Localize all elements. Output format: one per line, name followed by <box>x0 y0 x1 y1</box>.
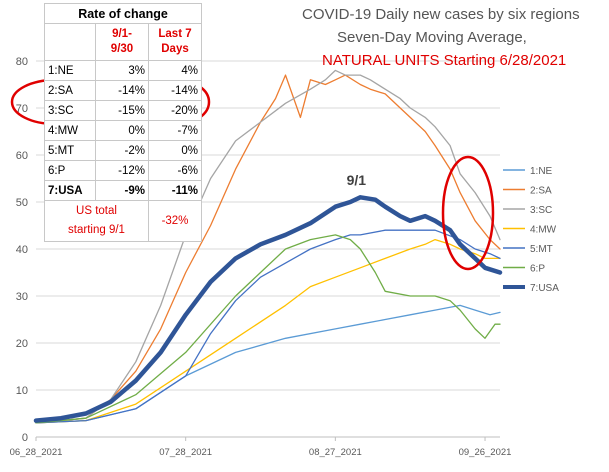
legend-label: 1:NE <box>530 166 553 177</box>
series-line-2sa <box>35 74 501 424</box>
series-line-7usa <box>33 195 503 423</box>
annotation-9-1: 9/1 <box>347 172 367 188</box>
row-label: 7:USA <box>44 180 96 201</box>
legend-label: 4:MW <box>530 225 557 236</box>
us-total-value: -32% <box>148 200 202 242</box>
rate-of-change-table: Rate of change 9/1- 9/30 Last 7 Days 1:NE 3% 4%… <box>44 3 202 242</box>
legend-label: 7:USA <box>530 283 559 294</box>
value-9-1-9-30: -9% <box>95 180 149 201</box>
col-header-last-7-days: Last 7 Days <box>148 23 202 61</box>
y-tick-label: 10 <box>16 385 28 397</box>
table-row: 4:MW 0% -7% <box>44 120 202 141</box>
legend-label: 2:SA <box>530 186 552 197</box>
chart-subtitle: Seven-Day Moving Average, <box>337 29 527 46</box>
table-row: 2:SA -14% -14% <box>44 80 202 101</box>
chart-title: COVID-19 Daily new cases by six regions <box>302 6 580 23</box>
value-last-7-days: -11% <box>148 180 202 201</box>
y-tick-label: 50 <box>16 197 28 209</box>
x-tick-label: 06_28_2021 <box>10 447 63 458</box>
series-lines <box>33 69 503 424</box>
value-last-7-days: 4% <box>148 60 202 81</box>
table-row: 6:P -12% -6% <box>44 160 202 181</box>
table-row: 7:USA -9% -11% <box>44 180 202 201</box>
value-9-1-9-30: 3% <box>95 60 149 81</box>
us-total-note: US total starting 9/1 <box>44 200 149 242</box>
y-tick-label: 40 <box>16 244 28 256</box>
value-last-7-days: -6% <box>148 160 202 181</box>
series-line-5mt <box>35 229 501 424</box>
table-row: 5:MT -2% 0% <box>44 140 202 161</box>
y-tick-label: 0 <box>22 432 28 444</box>
y-tick-label: 20 <box>16 338 28 350</box>
row-label: 4:MW <box>44 120 96 141</box>
series-line-6p <box>35 234 501 424</box>
y-tick-label: 80 <box>16 56 28 68</box>
legend: 1:NE 2:SA 3:SC 4:MW 5:MT 6:P 7:USA <box>503 166 559 294</box>
x-tick-label: 09_26_2021 <box>459 447 512 458</box>
value-9-1-9-30: -15% <box>95 100 149 121</box>
series-line-4mw <box>35 238 501 424</box>
legend-label: 5:MT <box>530 244 553 255</box>
value-9-1-9-30: -2% <box>95 140 149 161</box>
row-label: 2:SA <box>44 80 96 101</box>
series-line-3sc <box>35 69 501 424</box>
table-row: 1:NE 3% 4% <box>44 60 202 81</box>
row-label: 1:NE <box>44 60 96 81</box>
x-tick-label: 07_28_2021 <box>159 447 212 458</box>
x-axis: 06_28_2021 07_28_2021 08_27_2021 09_26_2021 <box>10 436 512 458</box>
value-last-7-days: -14% <box>148 80 202 101</box>
chart-subtitle-red: NATURAL UNITS Starting 6/28/2021 <box>322 52 567 69</box>
y-tick-label: 70 <box>16 103 28 115</box>
y-axis: 0 10 20 30 40 50 60 70 80 <box>16 56 28 444</box>
legend-label: 3:SC <box>530 205 552 216</box>
x-tick-label: 08_27_2021 <box>309 447 362 458</box>
value-9-1-9-30: -12% <box>95 160 149 181</box>
y-tick-label: 30 <box>16 291 28 303</box>
table-row: 3:SC -15% -20% <box>44 100 202 121</box>
table-title: Rate of change <box>44 3 202 24</box>
value-9-1-9-30: 0% <box>95 120 149 141</box>
y-tick-label: 60 <box>16 150 28 162</box>
highlight-ellipse-chart <box>441 155 495 271</box>
col-header-9-1-9-30: 9/1- 9/30 <box>95 23 149 61</box>
value-last-7-days: 0% <box>148 140 202 161</box>
row-label: 5:MT <box>44 140 96 161</box>
row-label: 6:P <box>44 160 96 181</box>
legend-label: 6:P <box>530 264 545 275</box>
row-label: 3:SC <box>44 100 96 121</box>
value-last-7-days: -7% <box>148 120 202 141</box>
value-last-7-days: -20% <box>148 100 202 121</box>
value-9-1-9-30: -14% <box>95 80 149 101</box>
table-corner <box>44 23 96 61</box>
